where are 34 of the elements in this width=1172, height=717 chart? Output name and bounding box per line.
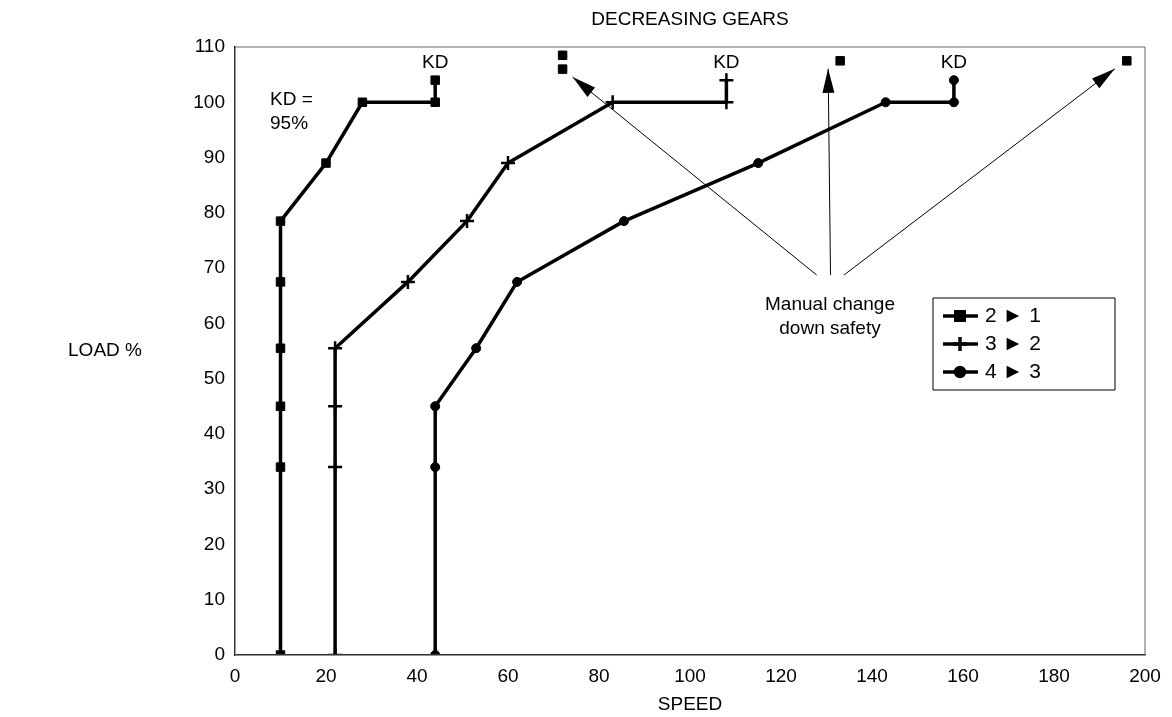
x-tick-label: 120 [765, 664, 797, 686]
x-tick-label: 40 [406, 664, 428, 686]
y-tick-label: 30 [203, 477, 225, 499]
x-tick-label: 20 [315, 664, 337, 686]
annotation: KD [940, 50, 968, 72]
legend-label: 4 ► 3 [985, 358, 1041, 382]
y-tick-label: 80 [203, 201, 225, 223]
annotation: KD [422, 50, 449, 72]
x-tick-label: 140 [856, 664, 888, 686]
annotation: KD = 95% [270, 88, 313, 134]
y-tick-label: 20 [203, 532, 225, 554]
annotation: KD [713, 50, 740, 72]
y-tick-label: 0 [214, 643, 225, 665]
y-tick-label: 100 [193, 90, 225, 112]
x-tick-label: 200 [1129, 664, 1161, 686]
legend-label: 3 ► 2 [985, 330, 1041, 354]
y-tick-label: 60 [203, 311, 225, 333]
chart-title: DECREASING GEARS [591, 8, 789, 30]
y-axis-title: LOAD % [68, 339, 143, 361]
y-tick-label: 40 [203, 422, 225, 444]
y-tick-label: 10 [203, 587, 225, 609]
x-tick-label: 180 [1038, 664, 1070, 686]
y-tick-label: 50 [203, 366, 225, 388]
y-tick-label: 110 [194, 35, 225, 57]
y-tick-label: 70 [203, 256, 225, 278]
x-tick-label: 160 [947, 664, 979, 686]
x-axis-title: SPEED [657, 693, 723, 715]
y-tick-label: 90 [203, 145, 225, 167]
x-tick-label: 60 [497, 664, 519, 686]
x-tick-label: 0 [229, 664, 241, 686]
x-tick-label: 100 [674, 664, 706, 686]
x-tick-label: 80 [588, 664, 610, 686]
legend-label: 2 ► 1 [985, 302, 1041, 326]
annotation: Manual change down safety [765, 293, 895, 339]
